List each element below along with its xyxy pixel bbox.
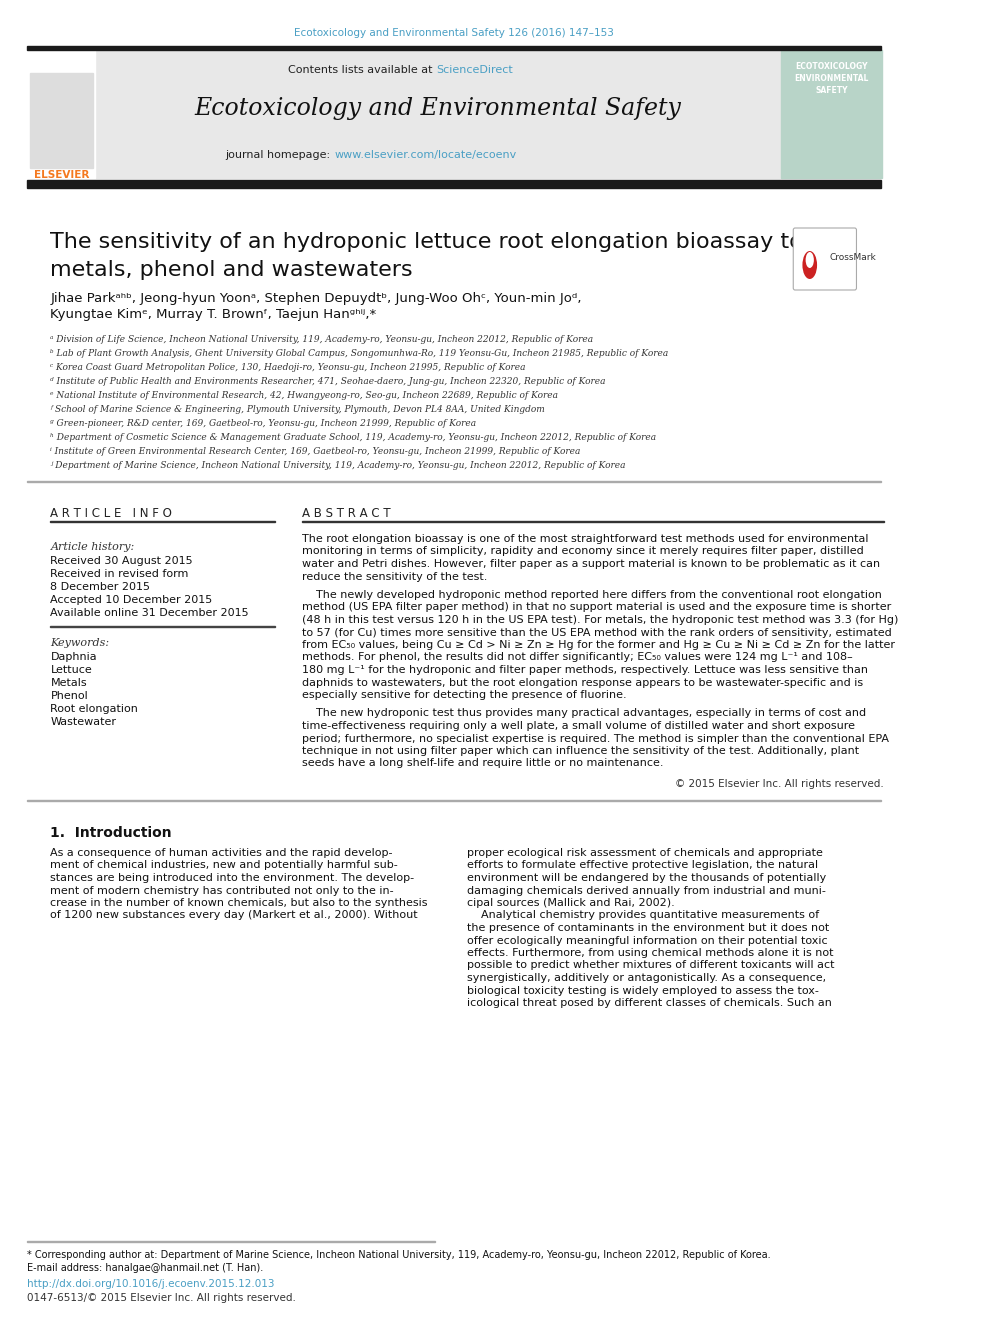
Ellipse shape (806, 251, 813, 269)
Text: Metals: Metals (51, 677, 87, 688)
Text: Received in revised form: Received in revised form (51, 569, 188, 579)
Text: http://dx.doi.org/10.1016/j.ecoenv.2015.12.013: http://dx.doi.org/10.1016/j.ecoenv.2015.… (28, 1279, 275, 1289)
Text: damaging chemicals derived annually from industrial and muni-: damaging chemicals derived annually from… (467, 885, 826, 896)
Text: environment will be endangered by the thousands of potentially: environment will be endangered by the th… (467, 873, 826, 882)
Text: Available online 31 December 2015: Available online 31 December 2015 (51, 609, 249, 618)
Text: reduce the sensitivity of the test.: reduce the sensitivity of the test. (303, 572, 488, 582)
Text: 180 mg L⁻¹ for the hydroponic and filter paper methods, respectively. Lettuce wa: 180 mg L⁻¹ for the hydroponic and filter… (303, 665, 868, 675)
Text: ⁱ Institute of Green Environmental Research Center, 169, Gaetbeol-ro, Yeonsu-gu,: ⁱ Institute of Green Environmental Resea… (51, 447, 580, 456)
Bar (30, 73, 92, 168)
Ellipse shape (803, 251, 817, 279)
Text: Contents lists available at: Contents lists available at (288, 65, 436, 75)
Bar (28, 50, 95, 179)
Text: The root elongation bioassay is one of the most straightforward test methods use: The root elongation bioassay is one of t… (303, 534, 869, 544)
Text: * Corresponding author at: Department of Marine Science, Incheon National Univer: * Corresponding author at: Department of… (28, 1250, 771, 1259)
Text: The sensitivity of an hydroponic lettuce root elongation bioassay to
metals, phe: The sensitivity of an hydroponic lettuce… (51, 232, 804, 280)
Bar (28, 180, 881, 188)
Bar (96, 50, 782, 179)
Text: As a consequence of human activities and the rapid develop-: As a consequence of human activities and… (51, 848, 393, 859)
Text: possible to predict whether mixtures of different toxicants will act: possible to predict whether mixtures of … (467, 960, 834, 971)
Bar (782, 50, 882, 179)
Text: ᶠ School of Marine Science & Engineering, Plymouth University, Plymouth, Devon P: ᶠ School of Marine Science & Engineering… (51, 405, 546, 414)
Text: technique in not using filter paper which can influence the sensitivity of the t: technique in not using filter paper whic… (303, 746, 859, 755)
Text: Analytical chemistry provides quantitative measurements of: Analytical chemistry provides quantitati… (467, 910, 819, 921)
Text: cipal sources (Mallick and Rai, 2002).: cipal sources (Mallick and Rai, 2002). (467, 898, 675, 908)
Text: ECOTOXICOLOGY
ENVIRONMENTAL
SAFETY: ECOTOXICOLOGY ENVIRONMENTAL SAFETY (795, 62, 869, 95)
Text: www.elsevier.com/locate/ecoenv: www.elsevier.com/locate/ecoenv (334, 149, 517, 160)
Text: Root elongation: Root elongation (51, 704, 138, 714)
Text: Received 30 August 2015: Received 30 August 2015 (51, 556, 193, 566)
Text: from EC₅₀ values, being Cu ≥ Cd > Ni ≥ Zn ≥ Hg for the former and Hg ≥ Cu ≥ Ni ≥: from EC₅₀ values, being Cu ≥ Cd > Ni ≥ Z… (303, 640, 896, 650)
Text: effects. Furthermore, from using chemical methods alone it is not: effects. Furthermore, from using chemica… (467, 949, 833, 958)
Text: E-mail address: hanalgae@hanmail.net (T. Han).: E-mail address: hanalgae@hanmail.net (T.… (28, 1263, 264, 1273)
Text: seeds have a long shelf-life and require little or no maintenance.: seeds have a long shelf-life and require… (303, 758, 664, 769)
Text: monitoring in terms of simplicity, rapidity and economy since it merely requires: monitoring in terms of simplicity, rapid… (303, 546, 864, 557)
Text: 1.  Introduction: 1. Introduction (51, 826, 172, 840)
Text: ScienceDirect: ScienceDirect (436, 65, 513, 75)
FancyBboxPatch shape (794, 228, 856, 290)
Text: to 57 (for Cu) times more sensitive than the US EPA method with the rank orders : to 57 (for Cu) times more sensitive than… (303, 627, 892, 638)
Text: The new hydroponic test thus provides many practical advantages, especially in t: The new hydroponic test thus provides ma… (303, 709, 866, 718)
Text: Daphnia: Daphnia (51, 652, 97, 662)
Text: ment of chemical industries, new and potentially harmful sub-: ment of chemical industries, new and pot… (51, 860, 398, 871)
Text: icological threat posed by different classes of chemicals. Such an: icological threat posed by different cla… (467, 998, 832, 1008)
Text: ELSEVIER: ELSEVIER (34, 169, 89, 180)
Text: ᵇ Lab of Plant Growth Analysis, Ghent University Global Campus, Songomunhwa-Ro, : ᵇ Lab of Plant Growth Analysis, Ghent Un… (51, 349, 669, 359)
Text: A B S T R A C T: A B S T R A C T (303, 507, 391, 520)
Text: efforts to formulate effective protective legislation, the natural: efforts to formulate effective protectiv… (467, 860, 818, 871)
Text: © 2015 Elsevier Inc. All rights reserved.: © 2015 Elsevier Inc. All rights reserved… (676, 779, 884, 789)
Text: Kyungtae Kimᵉ, Murray T. Brownᶠ, Taejun Hanᵍʰⁱʲ,*: Kyungtae Kimᵉ, Murray T. Brownᶠ, Taejun … (51, 308, 377, 321)
Text: time-effectiveness requiring only a well plate, a small volume of distilled wate: time-effectiveness requiring only a well… (303, 721, 855, 732)
Text: method (US EPA filter paper method) in that no support material is used and the : method (US EPA filter paper method) in t… (303, 602, 892, 613)
Text: of 1200 new substances every day (Markert et al., 2000). Without: of 1200 new substances every day (Marker… (51, 910, 418, 921)
Text: The newly developed hydroponic method reported here differs from the conventiona: The newly developed hydroponic method re… (303, 590, 882, 601)
Text: especially sensitive for detecting the presence of fluorine.: especially sensitive for detecting the p… (303, 691, 627, 700)
Bar (28, 46, 881, 50)
Text: period; furthermore, no specialist expertise is required. The method is simpler : period; furthermore, no specialist exper… (303, 733, 889, 744)
Text: Wastewater: Wastewater (51, 717, 116, 728)
Text: Accepted 10 December 2015: Accepted 10 December 2015 (51, 595, 212, 605)
Text: the presence of contaminants in the environment but it does not: the presence of contaminants in the envi… (467, 923, 829, 933)
Text: proper ecological risk assessment of chemicals and appropriate: proper ecological risk assessment of che… (467, 848, 823, 859)
Text: ᵃ Division of Life Science, Incheon National University, 119, Academy-ro, Yeonsu: ᵃ Division of Life Science, Incheon Nati… (51, 335, 593, 344)
Text: A R T I C L E   I N F O: A R T I C L E I N F O (51, 507, 173, 520)
Text: ᵉ National Institute of Environmental Research, 42, Hwangyeong-ro, Seo-gu, Inche: ᵉ National Institute of Environmental Re… (51, 392, 558, 400)
Text: (48 h in this test versus 120 h in the US EPA test). For metals, the hydroponic : (48 h in this test versus 120 h in the U… (303, 615, 899, 624)
Text: Keywords:: Keywords: (51, 638, 109, 648)
Text: methods. For phenol, the results did not differ significantly; EC₅₀ values were : methods. For phenol, the results did not… (303, 652, 853, 663)
Text: 0147-6513/© 2015 Elsevier Inc. All rights reserved.: 0147-6513/© 2015 Elsevier Inc. All right… (28, 1293, 297, 1303)
Text: Jihae Parkᵃʰᵇ, Jeong-hyun Yoonᵃ, Stephen Depuydtᵇ, Jung-Woo Ohᶜ, Youn-min Joᵈ,: Jihae Parkᵃʰᵇ, Jeong-hyun Yoonᵃ, Stephen… (51, 292, 582, 306)
Text: synergistically, additively or antagonistically. As a consequence,: synergistically, additively or antagonis… (467, 972, 826, 983)
Text: Article history:: Article history: (51, 542, 135, 552)
Text: Ecotoxicology and Environmental Safety 126 (2016) 147–153: Ecotoxicology and Environmental Safety 1… (295, 28, 614, 38)
Text: offer ecologically meaningful information on their potential toxic: offer ecologically meaningful informatio… (467, 935, 827, 946)
Text: Phenol: Phenol (51, 691, 88, 701)
Text: crease in the number of known chemicals, but also to the synthesis: crease in the number of known chemicals,… (51, 898, 428, 908)
Text: daphnids to wastewaters, but the root elongation response appears to be wastewat: daphnids to wastewaters, but the root el… (303, 677, 863, 688)
Text: water and Petri dishes. However, filter paper as a support material is known to : water and Petri dishes. However, filter … (303, 560, 881, 569)
Text: journal homepage:: journal homepage: (226, 149, 334, 160)
Text: biological toxicity testing is widely employed to assess the tox-: biological toxicity testing is widely em… (467, 986, 819, 995)
Text: ment of modern chemistry has contributed not only to the in-: ment of modern chemistry has contributed… (51, 885, 394, 896)
Text: ᵈ Institute of Public Health and Environments Researcher, 471, Seohae-daero, Jun: ᵈ Institute of Public Health and Environ… (51, 377, 606, 386)
Text: ᵍ Green-pioneer, R&D center, 169, Gaetbeol-ro, Yeonsu-gu, Incheon 21999, Republi: ᵍ Green-pioneer, R&D center, 169, Gaetbe… (51, 419, 476, 429)
Text: stances are being introduced into the environment. The develop-: stances are being introduced into the en… (51, 873, 415, 882)
Text: Lettuce: Lettuce (51, 665, 92, 675)
Text: CrossMark: CrossMark (830, 253, 877, 262)
Text: ʲ Department of Marine Science, Incheon National University, 119, Academy-ro, Ye: ʲ Department of Marine Science, Incheon … (51, 460, 626, 470)
Text: ᶜ Korea Coast Guard Metropolitan Police, 130, Haedoji-ro, Yeonsu-gu, Incheon 219: ᶜ Korea Coast Guard Metropolitan Police,… (51, 363, 526, 372)
Text: Ecotoxicology and Environmental Safety: Ecotoxicology and Environmental Safety (194, 97, 682, 120)
Text: 8 December 2015: 8 December 2015 (51, 582, 151, 591)
Text: ʰ Department of Cosmetic Science & Management Graduate School, 119, Academy-ro, : ʰ Department of Cosmetic Science & Manag… (51, 433, 657, 442)
